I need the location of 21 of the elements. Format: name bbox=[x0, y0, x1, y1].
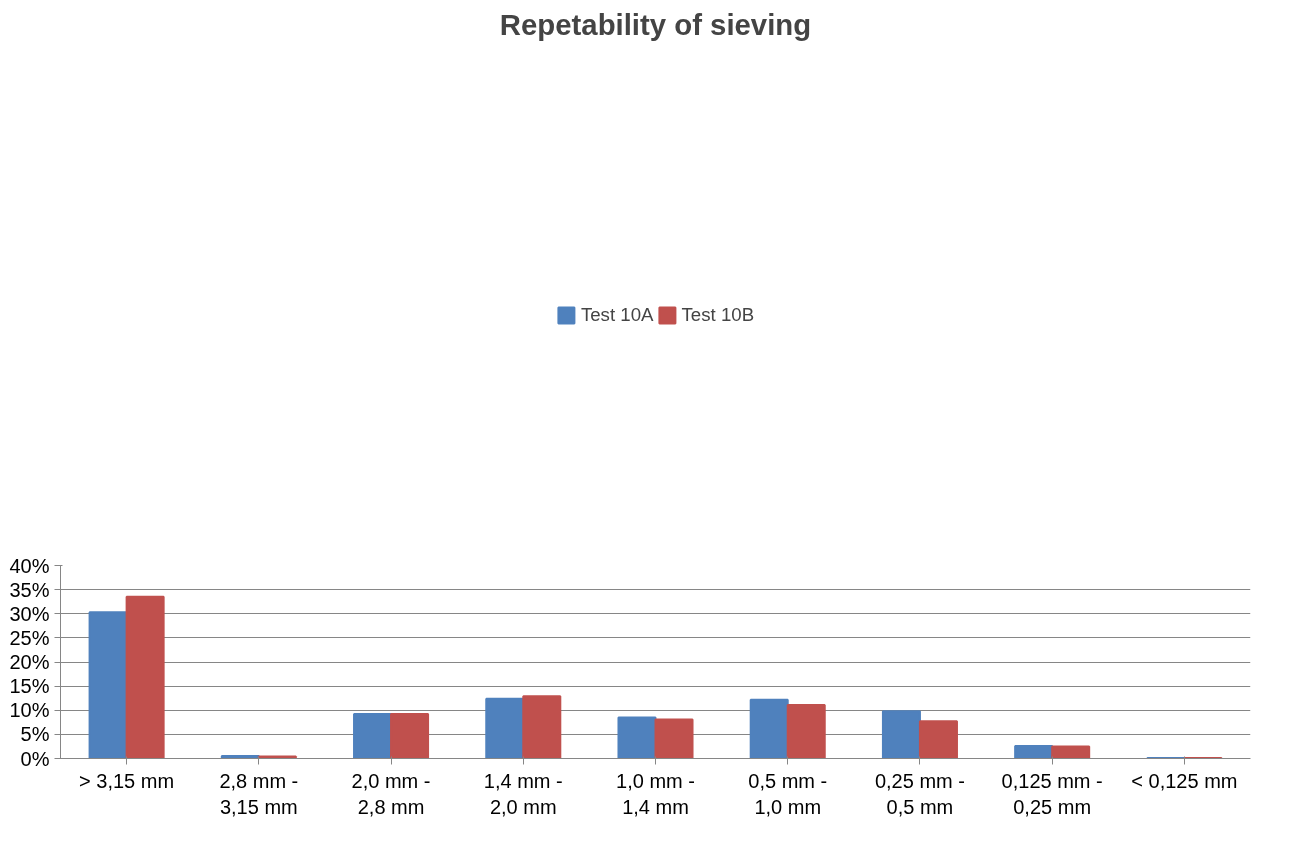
y-tick-label: 10% bbox=[9, 699, 50, 722]
y-tick-label: 35% bbox=[9, 578, 50, 601]
y-tick-label: 0% bbox=[20, 747, 50, 770]
chart-title: Repetability of sieving bbox=[499, 7, 812, 41]
legend-label: Test 10B bbox=[681, 304, 755, 326]
x-tick-label: > 3,15 mm bbox=[79, 769, 175, 792]
x-tick-label: 2,0 mm - 2,8 mm bbox=[351, 769, 431, 818]
x-tick-label: < 0,125 mm bbox=[1131, 769, 1238, 792]
y-tick-label: 5% bbox=[20, 723, 50, 746]
x-tick-label: 1,4 mm - 2,0 mm bbox=[483, 769, 563, 818]
y-tick-label: 25% bbox=[9, 626, 50, 649]
y-tick-label: 15% bbox=[9, 675, 50, 698]
y-tick-label: 40% bbox=[9, 554, 50, 577]
x-tick-label: 0,5 mm - 1,0 mm bbox=[748, 769, 828, 818]
x-tick-label: 1,0 mm - 1,4 mm bbox=[616, 769, 695, 818]
y-tick-label: 20% bbox=[9, 651, 50, 673]
legend-label: Test 10A bbox=[580, 304, 654, 326]
x-tick-label: 0,25 mm - 0,5 mm bbox=[874, 769, 965, 818]
x-tick-label: 0,125 mm - 0,25 mm bbox=[1001, 769, 1103, 818]
x-tick-label: 2,8 mm - 3,15 mm bbox=[219, 769, 299, 818]
y-tick-label: 30% bbox=[9, 602, 50, 625]
